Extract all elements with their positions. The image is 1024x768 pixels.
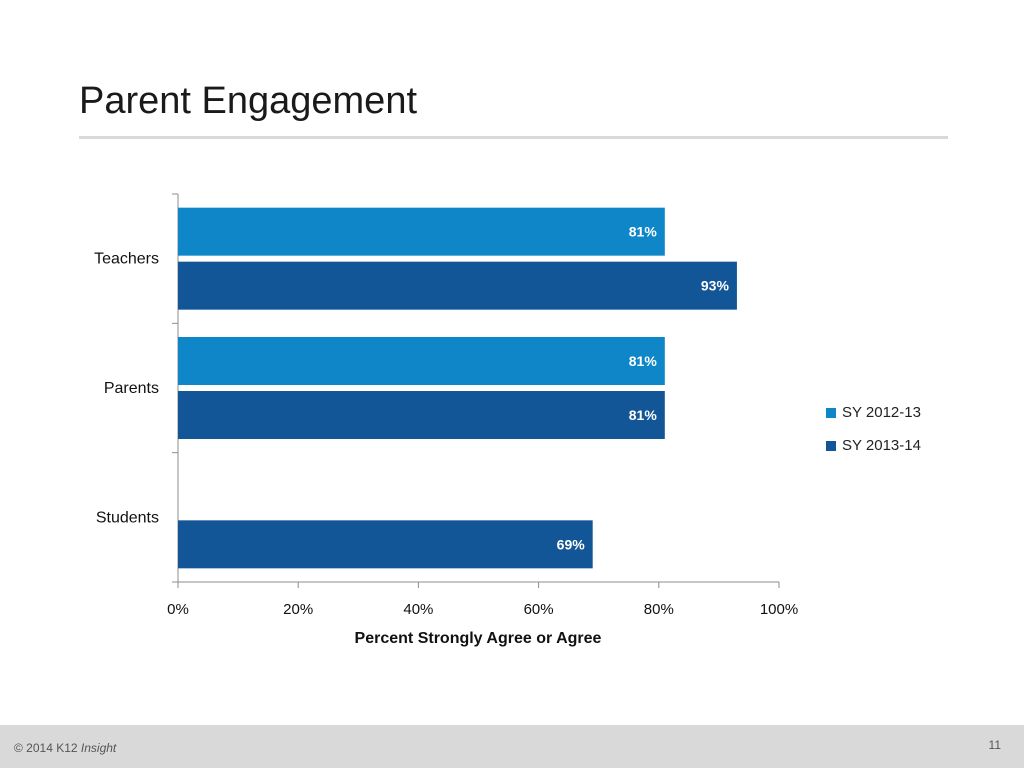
- x-tick-label: 20%: [283, 601, 313, 618]
- x-tick-label: 40%: [403, 601, 433, 618]
- chart-legend: SY 2012-13 SY 2013-14: [826, 396, 921, 462]
- bar-teachers-series-2: [178, 261, 737, 310]
- footer-copyright: © 2014 K12 Insight: [14, 741, 116, 755]
- page-number: 11: [988, 738, 1001, 752]
- legend-label-series-2: SY 2013-14: [842, 437, 921, 454]
- bar-students-series-2: [178, 520, 593, 569]
- x-axis-title: Percent Strongly Agree or Agree: [355, 630, 602, 647]
- chart-category-labels: Teachers Parents Students: [94, 251, 159, 527]
- bar-chart: 81%93%81%81%69% TeachersParentsStudents …: [94, 193, 798, 647]
- bar-teachers-series-1: [178, 207, 665, 256]
- legend-swatch-series-1: [826, 407, 836, 418]
- footer-copyright-text: © 2014 K12: [14, 741, 78, 755]
- chart-data-labels: 81% 93% 81% 81% 69%: [557, 224, 730, 553]
- legend-item-series-1: SY 2012-13: [826, 396, 921, 429]
- data-label-teachers-series-1: 81%: [629, 224, 658, 240]
- category-label-students: Students: [96, 509, 159, 526]
- title-divider: [79, 136, 948, 139]
- legend-swatch-series-2: [826, 440, 836, 451]
- data-label-parents-series-1: 81%: [629, 353, 658, 369]
- data-label-students-series-2: 69%: [557, 536, 586, 552]
- x-tick-label: 0%: [167, 601, 189, 618]
- chart-axes: [172, 193, 780, 588]
- data-label-teachers-series-2: 93%: [701, 278, 730, 294]
- footer-bar: © 2014 K12 Insight 11: [0, 725, 1024, 768]
- category-label-teachers: Teachers: [94, 251, 159, 268]
- slide-title: Parent Engagement: [79, 80, 418, 122]
- footer-brand: Insight: [80, 741, 117, 755]
- data-label-parents-series-2: 81%: [629, 407, 658, 423]
- legend-label-series-1: SY 2012-13: [842, 404, 921, 421]
- bar-parents-series-2: [178, 391, 665, 439]
- x-tick-label: 60%: [524, 601, 554, 618]
- bar-parents-series-1: [178, 337, 665, 385]
- legend-item-series-2: SY 2013-14: [826, 429, 921, 462]
- chart-bars: [178, 207, 737, 569]
- x-tick-label: 100%: [760, 601, 798, 618]
- category-label-parents: Parents: [104, 380, 159, 397]
- chart-tick-labels: 0% 20% 40% 60% 80% 100%: [167, 601, 798, 618]
- x-tick-label: 80%: [644, 601, 674, 618]
